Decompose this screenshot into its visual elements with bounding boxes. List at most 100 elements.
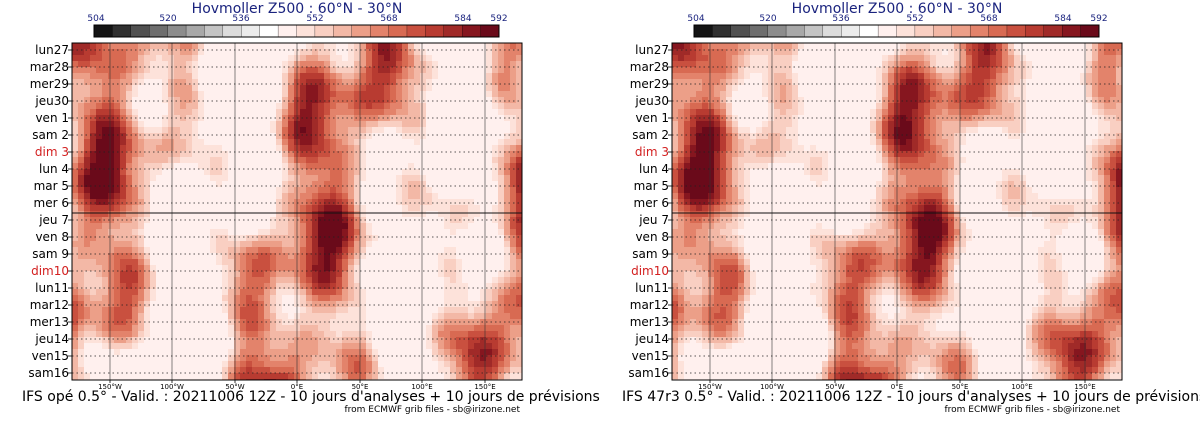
heatmap-cell: [78, 193, 85, 200]
heatmap-cell: [396, 247, 403, 254]
heatmap-cell: [1038, 73, 1045, 80]
heatmap-cell: [432, 319, 439, 326]
heatmap-cell: [504, 313, 511, 320]
heatmap-cell: [222, 97, 229, 104]
heatmap-cell: [168, 199, 175, 206]
heatmap-cell: [150, 259, 157, 266]
heatmap-cell: [438, 169, 445, 176]
heatmap-cell: [996, 67, 1003, 74]
heatmap-cell: [138, 157, 145, 164]
heatmap-cell: [252, 313, 259, 320]
heatmap-cell: [468, 223, 475, 230]
heatmap-cell: [216, 139, 223, 146]
heatmap-cell: [1104, 55, 1111, 62]
heatmap-cell: [324, 331, 331, 338]
heatmap-cell: [300, 115, 307, 122]
heatmap-cell: [750, 73, 757, 80]
heatmap-cell: [162, 181, 169, 188]
heatmap-cell: [150, 163, 157, 170]
heatmap-cell: [438, 277, 445, 284]
heatmap-cell: [390, 325, 397, 332]
heatmap-cell: [96, 157, 103, 164]
heatmap-cell: [948, 61, 955, 68]
heatmap-cell: [84, 145, 91, 152]
heatmap-cell: [402, 157, 409, 164]
heatmap-cell: [690, 67, 697, 74]
heatmap-cell: [210, 319, 217, 326]
heatmap-cell: [396, 151, 403, 158]
heatmap-cell: [342, 235, 349, 242]
heatmap-cell: [354, 373, 361, 380]
heatmap-cell: [360, 253, 367, 260]
heatmap-cell: [468, 301, 475, 308]
heatmap-cell: [450, 211, 457, 218]
heatmap-cell: [246, 295, 253, 302]
heatmap-cell: [282, 67, 289, 74]
heatmap-cell: [348, 325, 355, 332]
heatmap-cell: [858, 67, 865, 74]
heatmap-cell: [354, 43, 361, 50]
heatmap-cell: [348, 289, 355, 296]
colorbar-swatch: [277, 24, 297, 38]
heatmap-cell: [204, 85, 211, 92]
heatmap-cell: [210, 91, 217, 98]
heatmap-cell: [198, 247, 205, 254]
heatmap-cell: [288, 91, 295, 98]
heatmap-cell: [804, 67, 811, 74]
heatmap-cell: [870, 67, 877, 74]
heatmap-cell: [222, 343, 229, 350]
heatmap-cell: [882, 43, 889, 50]
heatmap-cell: [234, 133, 241, 140]
heatmap-cell: [318, 79, 325, 86]
heatmap-cell: [120, 67, 127, 74]
heatmap-cell: [420, 49, 427, 56]
heatmap-cell: [378, 265, 385, 272]
heatmap-cell: [78, 97, 85, 104]
heatmap-cell: [216, 355, 223, 362]
heatmap-cell: [126, 235, 133, 242]
heatmap-cell: [456, 355, 463, 362]
heatmap-cell: [366, 313, 373, 320]
heatmap-cell: [732, 61, 739, 68]
heatmap-cell: [450, 373, 457, 380]
heatmap-cell: [132, 241, 139, 248]
heatmap-cell: [414, 151, 421, 158]
heatmap-cell: [276, 61, 283, 68]
heatmap-cell: [108, 85, 115, 92]
heatmap-cell: [96, 223, 103, 230]
heatmap-cell: [732, 55, 739, 62]
colorbar-swatch: [804, 24, 824, 38]
heatmap-cell: [300, 139, 307, 146]
heatmap-cell: [846, 43, 853, 50]
heatmap-cell: [384, 91, 391, 98]
heatmap-cell: [228, 193, 235, 200]
heatmap-cell: [240, 199, 247, 206]
heatmap-cell: [432, 169, 439, 176]
heatmap-cell: [102, 241, 109, 248]
heatmap-cell: [120, 55, 127, 62]
heatmap-cell: [396, 307, 403, 314]
heatmap-cell: [318, 373, 325, 380]
heatmap-cell: [900, 79, 907, 86]
heatmap-cell: [318, 319, 325, 326]
heatmap-cell: [852, 67, 859, 74]
heatmap-cell: [816, 73, 823, 80]
heatmap-cell: [942, 61, 949, 68]
heatmap-cell: [276, 79, 283, 86]
heatmap-cell: [498, 247, 505, 254]
heatmap-cell: [390, 145, 397, 152]
heatmap-cell: [204, 355, 211, 362]
heatmap-cell: [342, 373, 349, 380]
heatmap-cell: [426, 271, 433, 278]
heatmap-cell: [264, 61, 271, 68]
heatmap-cell: [108, 61, 115, 68]
heatmap-cell: [90, 253, 97, 260]
heatmap-cell: [354, 211, 361, 218]
heatmap-cell: [144, 247, 151, 254]
heatmap-cell: [90, 151, 97, 158]
heatmap-cell: [186, 157, 193, 164]
heatmap-cell: [390, 175, 397, 182]
heatmap-cell: [270, 61, 277, 68]
heatmap-cell: [510, 97, 517, 104]
heatmap-cell: [360, 85, 367, 92]
